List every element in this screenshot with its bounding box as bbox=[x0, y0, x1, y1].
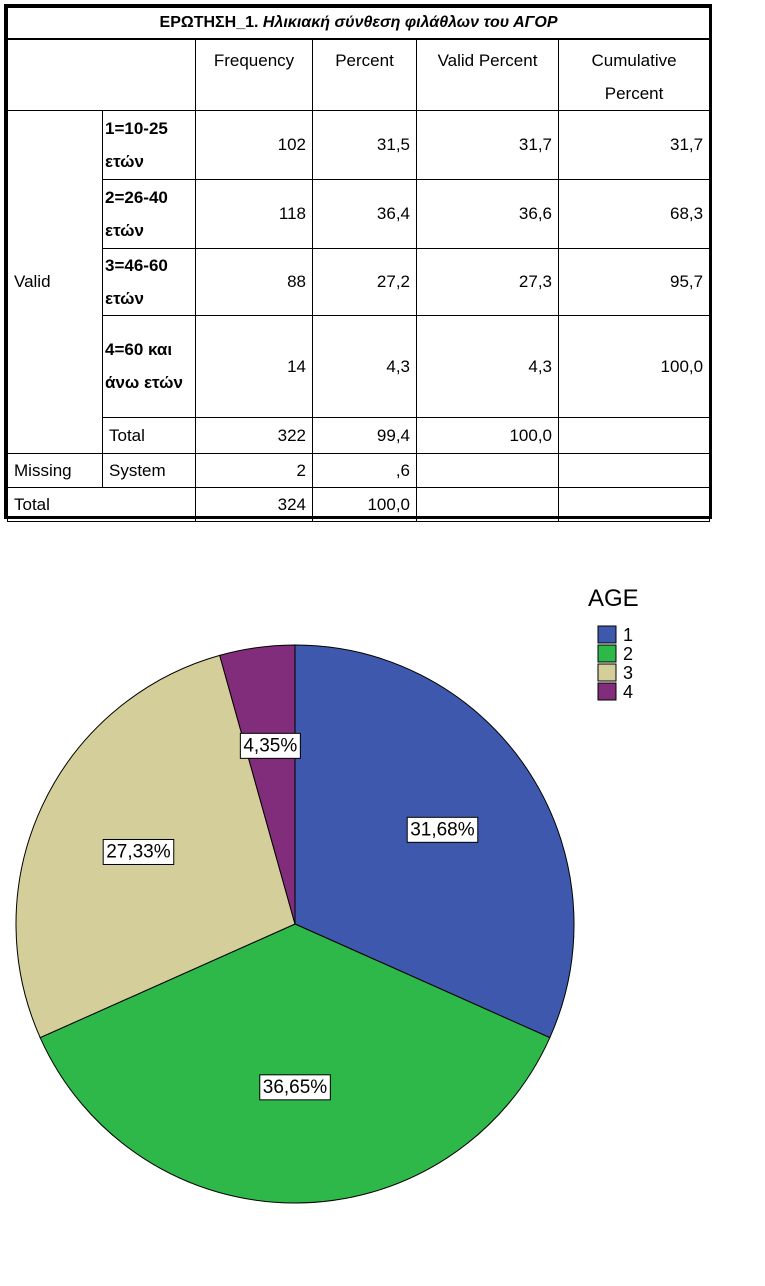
table-row: 2=26-40 ετών 118 36,4 36,6 68,3 bbox=[8, 178, 711, 249]
header-blank-cell bbox=[7, 38, 196, 111]
empty-cell bbox=[416, 452, 559, 488]
legend-swatch-3 bbox=[597, 663, 617, 682]
table-caption: ΕΡΩΤΗΣΗ_1. Ηλικιακή σύνθεση φιλάθλων του… bbox=[6, 7, 711, 40]
slice-label-box bbox=[406, 816, 479, 843]
header-percent: Percent bbox=[312, 38, 417, 111]
pie-slice-2 bbox=[39, 923, 551, 1204]
slice-label-text: 36,65% bbox=[263, 1077, 328, 1098]
table-row: Total 322 99,4 100,0 bbox=[8, 416, 711, 454]
legend-swatch-1 bbox=[597, 625, 617, 644]
percent-cell: 99,4 bbox=[312, 416, 417, 454]
valid-group-label: Valid bbox=[7, 109, 103, 454]
cumulative-percent-cell: 68,3 bbox=[557, 178, 711, 249]
frequency-cell: 102 bbox=[195, 109, 313, 180]
slice-label-box bbox=[102, 838, 175, 865]
table-row: Valid 1=10-25 ετών 102 31,5 31,7 31,7 bbox=[7, 109, 711, 454]
table-row: 4=60 και άνω ετών 14 4,3 4,3 100,0 bbox=[8, 314, 711, 418]
empty-cell bbox=[557, 416, 711, 454]
frequency-cell: 118 bbox=[195, 178, 313, 249]
header-cumulative-percent: Cumulative Percent bbox=[557, 38, 711, 111]
empty-cell bbox=[557, 452, 711, 488]
header-frequency: Frequency bbox=[195, 38, 313, 111]
valid-percent-cell: 27,3 bbox=[416, 247, 559, 316]
row-label: 4=60 και άνω ετών bbox=[102, 314, 196, 418]
legend-label-4: 4 bbox=[623, 682, 633, 702]
percent-cell: 100,0 bbox=[312, 486, 417, 522]
cumulative-percent-cell: 100,0 bbox=[557, 314, 711, 418]
pie-labels: 31,68% 36,65% 27,33% 4,35% bbox=[102, 732, 479, 1101]
pie-slices bbox=[15, 644, 575, 1204]
legend-title: AGE bbox=[588, 585, 639, 612]
table-row: Total 324 100,0 bbox=[7, 486, 711, 522]
empty-cell bbox=[557, 486, 711, 522]
cumulative-percent-cell: 31,7 bbox=[557, 109, 711, 180]
slice-label-4: 4,35% bbox=[239, 732, 301, 759]
legend-label-1: 1 bbox=[623, 625, 633, 645]
percent-cell: 4,3 bbox=[312, 314, 417, 418]
frequency-table-grid: ΕΡΩΤΗΣΗ_1. Ηλικιακή σύνθεση φιλάθλων του… bbox=[6, 7, 711, 522]
legend-label-3: 3 bbox=[623, 663, 633, 683]
empty-cell bbox=[416, 486, 559, 522]
slice-label-text: 4,35% bbox=[243, 735, 297, 756]
table-caption-prefix: ΕΡΩΤΗΣΗ_1. bbox=[159, 13, 259, 31]
table-row: Missing System 2 ,6 bbox=[7, 452, 711, 488]
table-row: 3=46-60 ετών 88 27,2 27,3 95,7 bbox=[8, 247, 711, 316]
row-label: 2=26-40 ετών bbox=[102, 178, 196, 249]
legend-label-2: 2 bbox=[623, 644, 633, 664]
legend-swatch-4 bbox=[597, 682, 617, 701]
valid-total-label: Total bbox=[102, 416, 196, 454]
row-label: System bbox=[102, 452, 196, 488]
valid-percent-cell: 36,6 bbox=[416, 178, 559, 249]
slice-label-text: 27,33% bbox=[106, 841, 171, 862]
frequency-cell: 88 bbox=[195, 247, 313, 316]
slice-label-text: 31,68% bbox=[410, 819, 475, 840]
frequency-cell: 14 bbox=[195, 314, 313, 418]
slice-label-2: 36,65% bbox=[259, 1074, 331, 1101]
row-label: 1=10-25 ετών bbox=[102, 109, 196, 180]
pie-slice-4 bbox=[219, 644, 296, 925]
frequency-table: ΕΡΩΤΗΣΗ_1. Ηλικιακή σύνθεση φιλάθλων του… bbox=[4, 4, 712, 522]
legend-swatch-2 bbox=[597, 644, 617, 663]
cumulative-percent-cell: 95,7 bbox=[557, 247, 711, 316]
missing-group-label: Missing bbox=[7, 452, 103, 488]
valid-percent-cell: 4,3 bbox=[416, 314, 559, 418]
valid-percent-cell: 100,0 bbox=[416, 416, 559, 454]
header-valid-percent: Valid Percent bbox=[416, 38, 559, 111]
frequency-cell: 322 bbox=[195, 416, 313, 454]
percent-cell: 36,4 bbox=[312, 178, 417, 249]
valid-percent-cell: 31,7 bbox=[416, 109, 559, 180]
frequency-cell: 2 bbox=[195, 452, 313, 488]
frequency-cell: 324 bbox=[195, 486, 313, 522]
slice-label-box bbox=[259, 1074, 331, 1101]
slice-label-1: 31,68% bbox=[406, 816, 479, 843]
percent-cell: 27,2 bbox=[312, 247, 417, 316]
percent-cell: ,6 bbox=[312, 452, 417, 488]
grand-total-label: Total bbox=[7, 486, 196, 522]
row-label: 3=46-60 ετών bbox=[102, 247, 196, 316]
table-caption-title: Ηλικιακή σύνθεση φιλάθλων του ΑΓΟΡ bbox=[262, 13, 558, 31]
slice-label-3: 27,33% bbox=[102, 838, 175, 865]
percent-cell: 31,5 bbox=[312, 109, 417, 180]
slice-label-box bbox=[239, 732, 301, 759]
